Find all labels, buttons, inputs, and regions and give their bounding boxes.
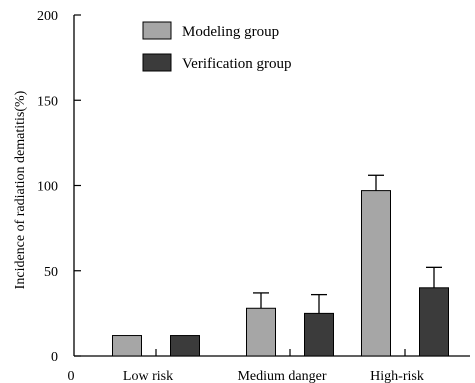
bar-modeling (112, 335, 142, 357)
legend-swatch-verification (142, 53, 172, 72)
y-tick-label: 50 (44, 265, 58, 280)
y-axis: 0 50 100 150 200 (37, 9, 81, 365)
bar-modeling (361, 190, 391, 357)
y-tick-label: 150 (37, 94, 58, 109)
x-origin-label: 0 (68, 369, 75, 383)
x-tick-label: Low risk (123, 369, 173, 383)
bar-verification (304, 312, 334, 357)
y-axis-label: Incidence of radiation dematitis(%) (13, 90, 28, 289)
bar-modeling (246, 307, 276, 357)
bar-verification (419, 287, 449, 357)
x-tick-label: High-risk (370, 369, 424, 383)
x-tick-label: Medium danger (237, 369, 326, 383)
x-ticks: Low risk Medium danger High-risk (123, 349, 424, 383)
legend-swatch-modeling (142, 21, 172, 40)
y-tick-label: 0 (51, 350, 58, 365)
y-tick-label: 100 (37, 180, 58, 195)
bars (112, 174, 449, 357)
bar-verification (170, 335, 200, 357)
y-ticks: 0 50 100 150 200 (37, 9, 81, 365)
legend-label-modeling: Modeling group (182, 24, 279, 40)
legend-label-verification: Verification group (182, 56, 292, 72)
legend: Modeling group Verification group (142, 21, 292, 72)
y-tick-label: 200 (37, 9, 58, 24)
